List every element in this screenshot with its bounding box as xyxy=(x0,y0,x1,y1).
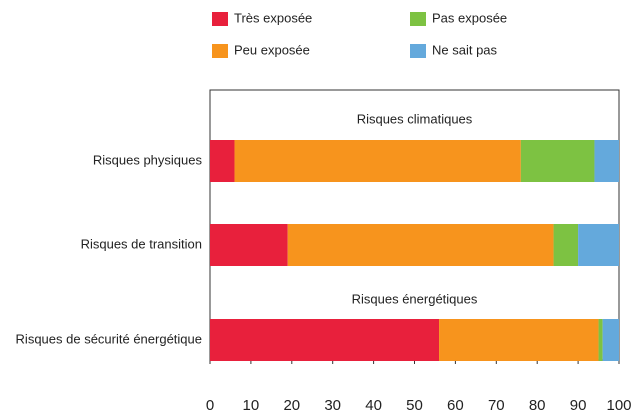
x-tick-label: 30 xyxy=(324,397,341,414)
bar-segment xyxy=(602,319,619,361)
x-tick-label: 40 xyxy=(365,397,382,414)
bar-segment xyxy=(553,224,579,266)
group-label: Risques climatiques xyxy=(357,111,473,126)
x-tick-label: 80 xyxy=(529,397,546,414)
bar-segment xyxy=(210,140,235,182)
x-tick-label: 10 xyxy=(243,397,260,414)
bar-segment xyxy=(578,224,619,266)
bar-segment xyxy=(210,224,288,266)
legend-swatch xyxy=(212,12,228,26)
x-tick-label: 90 xyxy=(570,397,587,414)
x-tick-label: 70 xyxy=(488,397,505,414)
bar-segment xyxy=(234,140,521,182)
y-tick-label: Risques physiques xyxy=(93,152,203,167)
legend-label: Peu exposée xyxy=(234,42,310,57)
y-tick-label: Risques de sécurité énergétique xyxy=(16,331,202,346)
legend-label: Très exposée xyxy=(234,10,312,25)
legend-label: Ne sait pas xyxy=(432,42,498,57)
x-tick-label: 50 xyxy=(406,397,423,414)
legend-label: Pas exposée xyxy=(432,10,507,25)
bar-segment xyxy=(287,224,554,266)
group-label: Risques énergétiques xyxy=(352,291,478,306)
bar-segment xyxy=(520,140,595,182)
bar-segment xyxy=(594,140,619,182)
x-tick-label: 20 xyxy=(283,397,300,414)
bar-segment xyxy=(439,319,599,361)
x-tick-label: 0 xyxy=(206,397,214,414)
x-tick-label: 100 xyxy=(606,397,631,414)
legend-swatch xyxy=(410,44,426,58)
legend-swatch xyxy=(410,12,426,26)
x-tick-label: 60 xyxy=(447,397,464,414)
bar-segment xyxy=(210,319,440,361)
y-tick-label: Risques de transition xyxy=(81,236,202,251)
legend-swatch xyxy=(212,44,228,58)
bar-segment xyxy=(598,319,603,361)
